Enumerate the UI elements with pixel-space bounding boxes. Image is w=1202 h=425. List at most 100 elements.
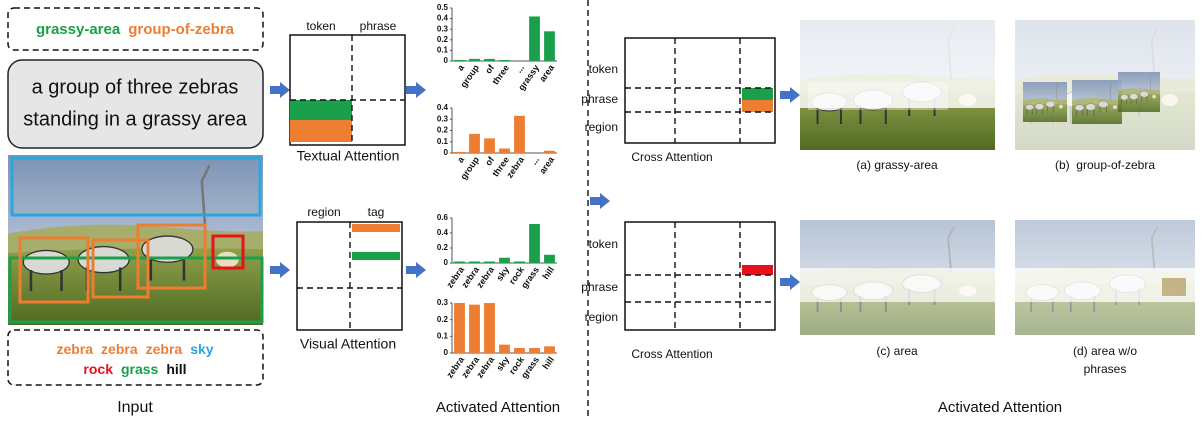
grid-label: Cross Attention	[631, 150, 712, 164]
bar	[484, 59, 495, 61]
word: sky	[190, 341, 214, 357]
bar	[469, 262, 480, 264]
arrow	[780, 274, 800, 290]
word: zebra	[101, 341, 138, 357]
section-label: Activated Attention	[436, 399, 560, 416]
tag-box	[8, 330, 263, 385]
x-tick-label: hill	[540, 265, 556, 281]
row-label: token	[589, 237, 618, 251]
column-label: region	[307, 205, 340, 219]
grid-label: Textual Attention	[297, 148, 400, 164]
bar	[469, 59, 480, 61]
x-tick-label: hill	[540, 355, 556, 371]
y-tick-label: 0.5	[437, 3, 449, 12]
arrow	[590, 193, 610, 209]
word: grass	[121, 361, 159, 377]
word: zebra	[146, 341, 183, 357]
y-tick-label: 0.2	[437, 243, 449, 252]
result-image	[1015, 20, 1195, 150]
x-tick-label: a	[455, 62, 467, 73]
y-tick-label: 0.6	[437, 213, 449, 222]
word: zebra	[56, 341, 93, 357]
x-tick-label: zebra	[504, 154, 526, 180]
y-tick-label: 0	[444, 148, 449, 157]
x-tick-label: ...	[529, 155, 542, 167]
x-tick-label: a	[455, 154, 467, 165]
arrow	[406, 82, 426, 98]
bar	[544, 31, 555, 61]
bar	[544, 151, 555, 153]
y-tick-label: 0	[444, 348, 449, 357]
arrow	[270, 262, 290, 278]
result-caption: (d) area w/o	[1073, 344, 1137, 358]
y-tick-label: 0.3	[437, 114, 449, 123]
y-tick-label: 0.3	[437, 24, 449, 33]
x-tick-label: three	[490, 63, 511, 87]
x-tick-label: ...	[514, 63, 527, 75]
cross-attention-grid: token phrase region	[581, 222, 775, 330]
bar	[544, 255, 555, 263]
bar	[544, 346, 555, 353]
figure: grassy-areagroup-of-zebra a group of thr…	[0, 0, 1202, 420]
y-tick-label: 0.4	[437, 14, 449, 23]
word: hill	[166, 361, 186, 377]
y-tick-label: 0.1	[437, 46, 449, 55]
bar	[484, 262, 495, 264]
result-caption: phrases	[1084, 362, 1127, 376]
grid-label: Visual Attention	[300, 336, 396, 352]
column-label: phrase	[360, 19, 397, 33]
result-caption: (a) grassy-area	[856, 158, 938, 172]
bar	[454, 60, 465, 61]
bar	[529, 348, 540, 353]
arrow	[270, 82, 290, 98]
bar	[454, 303, 465, 353]
cross-attention-grid: token phrase region	[581, 38, 775, 143]
bar	[499, 345, 510, 353]
bar	[499, 60, 510, 61]
tags: zebra zebra zebra sky	[56, 341, 213, 357]
bar	[514, 116, 525, 153]
result-caption: (c) area	[876, 344, 918, 358]
row-label: region	[585, 310, 618, 324]
caption-line: a group of three zebras	[32, 76, 239, 98]
row-label: region	[585, 120, 618, 134]
y-tick-label: 0.3	[437, 298, 449, 307]
column-label: tag	[368, 205, 385, 219]
row-label: phrase	[581, 92, 618, 106]
y-tick-label: 0.2	[437, 315, 449, 324]
tags: rock grass hill	[83, 361, 186, 377]
result-image	[800, 20, 995, 150]
result-image	[1015, 220, 1195, 335]
word: rock	[83, 361, 113, 377]
x-tick-label: area	[537, 62, 556, 84]
bar	[529, 224, 540, 263]
result-caption: (b) group-of-zebra	[1055, 158, 1155, 172]
grid-label: Cross Attention	[631, 347, 712, 361]
row-label: token	[589, 62, 618, 76]
bar	[454, 152, 465, 153]
section-label: Input	[117, 399, 153, 416]
y-tick-label: 0.4	[437, 103, 449, 112]
y-tick-label: 0.4	[437, 228, 449, 237]
bar	[454, 262, 465, 264]
y-tick-label: 0	[444, 56, 449, 65]
x-tick-label: area	[537, 154, 556, 176]
bar	[499, 149, 510, 154]
input-image	[8, 155, 263, 325]
y-tick-label: 0.1	[437, 137, 449, 146]
arrow	[780, 87, 800, 103]
arrow	[406, 262, 426, 278]
y-tick-label: 0.1	[437, 331, 449, 340]
textual-attention-grid: token phrase	[290, 19, 405, 145]
y-tick-label: 0.2	[437, 35, 449, 44]
visual-attention-grid: region tag	[297, 205, 402, 330]
bar	[484, 303, 495, 353]
bar	[529, 16, 540, 61]
bar	[499, 258, 510, 263]
result-image	[800, 220, 995, 335]
bar	[514, 348, 525, 353]
bar	[469, 305, 480, 353]
bar	[484, 138, 495, 153]
y-tick-label: 0	[444, 258, 449, 267]
